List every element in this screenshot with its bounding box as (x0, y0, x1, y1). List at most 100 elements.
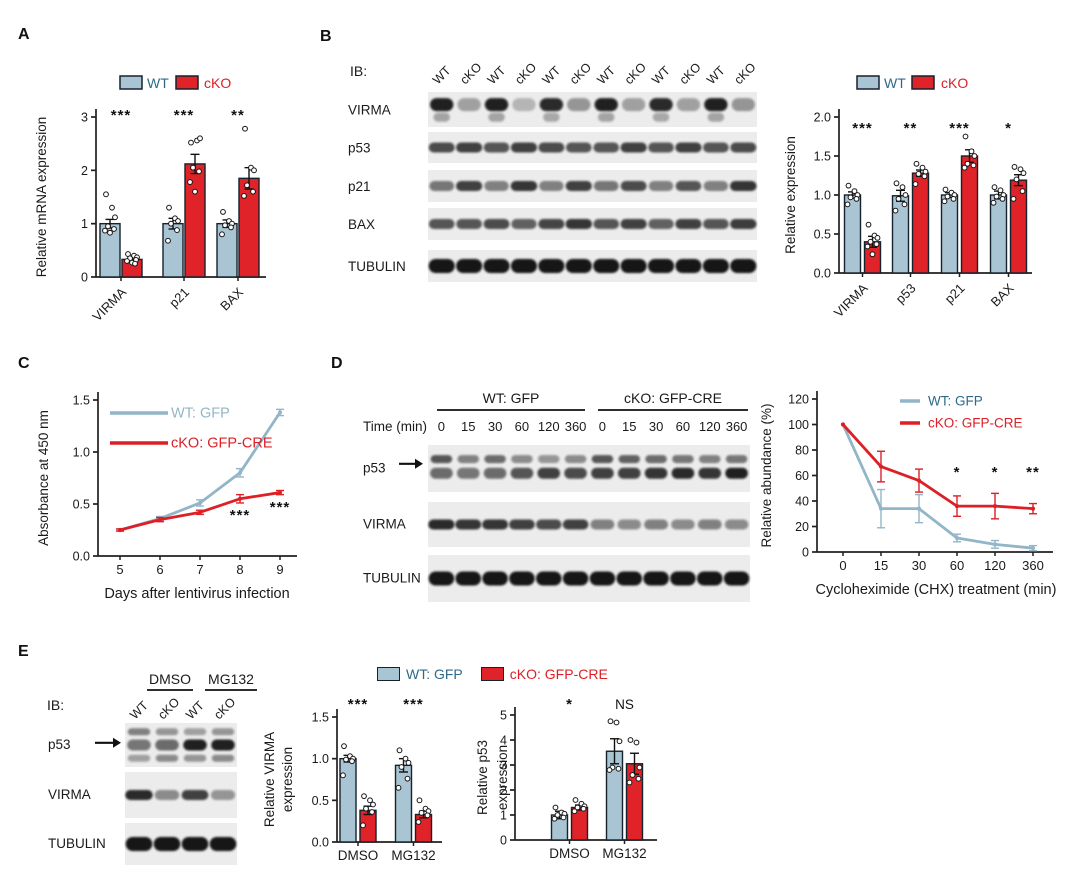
svg-text:0.0: 0.0 (814, 267, 831, 281)
svg-text:1: 1 (81, 217, 88, 231)
svg-text:MG132: MG132 (391, 848, 435, 863)
svg-text:0.0: 0.0 (312, 836, 329, 850)
svg-text:0: 0 (500, 834, 507, 848)
svg-text:1.5: 1.5 (73, 394, 90, 408)
svg-text:***: *** (852, 120, 873, 137)
panel-a-label: A (18, 26, 30, 43)
panel-d-label: D (331, 355, 343, 372)
svg-text:BAX: BAX (988, 280, 1017, 309)
svg-text:***: *** (230, 507, 251, 524)
svg-text:p21: p21 (942, 281, 968, 307)
svg-text:0: 0 (81, 271, 88, 285)
svg-text:cKO: GFP-CRE: cKO: GFP-CRE (928, 416, 1023, 431)
svg-text:2: 2 (500, 784, 507, 798)
panel-c-line-chart: 0.0 0.5 1.0 1.5 5 6 7 8 9 WT: GFP cKO: GFP-CRE *** *… (36, 392, 297, 602)
legend-label-cko-gfp-cre: cKO: GFP-CRE (509, 666, 608, 682)
svg-text:Relative expression: Relative expression (783, 136, 798, 254)
svg-text:TUBULIN: TUBULIN (348, 259, 406, 274)
svg-text:expression: expression (280, 747, 295, 812)
panel-c-label: C (18, 355, 30, 372)
svg-text:0.5: 0.5 (312, 794, 329, 808)
svg-text:IB:: IB: (47, 697, 64, 713)
panel-d-western-blot: WT: GFP cKO: GFP-CRE Time (min) 0 15 30 60 120 3… (363, 390, 750, 602)
svg-text:BAX: BAX (217, 284, 246, 313)
panel-e-label: E (18, 643, 29, 660)
svg-text:WT: GFP: WT: GFP (928, 394, 983, 409)
svg-text:WT: WT (430, 63, 454, 87)
svg-text:WT: GFP: WT: GFP (171, 406, 230, 422)
svg-text:WT: WT (485, 63, 509, 87)
svg-text:0: 0 (438, 419, 445, 434)
svg-text:0.0: 0.0 (73, 550, 90, 564)
svg-text:20: 20 (795, 520, 809, 534)
svg-text:Absorbance at 450 nm: Absorbance at 450 nm (36, 410, 51, 546)
svg-text:60: 60 (515, 419, 529, 434)
svg-text:IB:: IB: (350, 63, 367, 79)
svg-text:WT: WT (540, 63, 564, 87)
svg-text:cKO: cKO (512, 60, 539, 87)
svg-text:2: 2 (81, 164, 88, 178)
svg-text:100: 100 (788, 418, 809, 432)
svg-text:Days after lentivirus infectio: Days after lentivirus infection (104, 586, 289, 602)
svg-text:MG132: MG132 (208, 671, 254, 687)
svg-text:1.0: 1.0 (73, 446, 90, 460)
svg-text:***: *** (111, 107, 132, 124)
svg-text:60: 60 (676, 419, 690, 434)
svg-text:1: 1 (500, 809, 507, 823)
panel-a-bar-chart: 0 1 2 3 VIRMA *** p21 *** BAX ** WT cKO Relative mRN… (34, 75, 266, 324)
svg-text:***: *** (270, 499, 291, 516)
panel-b-western-blot: IB: WT cKO WT cKO WT cKO WT cKO WT cKO WT cKOVIRMAp5… (348, 60, 759, 282)
svg-text:***: *** (949, 120, 970, 137)
svg-text:WT: WT (884, 75, 906, 91)
svg-text:DMSO: DMSO (149, 671, 191, 687)
svg-text:WT: WT (704, 63, 728, 87)
svg-text:VIRMA: VIRMA (89, 284, 129, 324)
svg-text:1.0: 1.0 (312, 752, 329, 766)
svg-text:30: 30 (488, 419, 502, 434)
svg-text:cKO: cKO (622, 60, 649, 87)
svg-text:Relative p53: Relative p53 (475, 740, 490, 815)
svg-text:DMSO: DMSO (338, 848, 379, 863)
svg-text:WT: WT (183, 698, 207, 722)
svg-text:80: 80 (795, 444, 809, 458)
svg-text:VIRMA: VIRMA (363, 517, 406, 532)
svg-text:1.5: 1.5 (312, 711, 329, 725)
svg-text:VIRMA: VIRMA (348, 103, 391, 118)
svg-text:8: 8 (236, 562, 243, 577)
panel-e-legend: WT: GFP cKO: GFP-CRE (377, 666, 608, 682)
svg-text:BAX: BAX (348, 217, 375, 232)
svg-text:7: 7 (196, 562, 203, 577)
svg-text:3: 3 (81, 111, 88, 125)
svg-text:DMSO: DMSO (549, 846, 590, 861)
svg-text:Relative VIRMA: Relative VIRMA (262, 732, 277, 827)
svg-text:3: 3 (500, 759, 507, 773)
svg-text:15: 15 (622, 419, 636, 434)
svg-text:TUBULIN: TUBULIN (48, 836, 106, 851)
svg-text:***: *** (403, 696, 424, 713)
svg-text:cKO: cKO (211, 695, 238, 722)
svg-text:360: 360 (726, 419, 748, 434)
svg-text:40: 40 (795, 495, 809, 509)
svg-text:cKO: cKO (567, 60, 594, 87)
svg-text:p53: p53 (893, 281, 919, 307)
svg-text:cKO: GFP-CRE: cKO: GFP-CRE (624, 390, 722, 406)
svg-text:cKO: cKO (457, 60, 484, 87)
svg-text:5: 5 (116, 562, 123, 577)
svg-text:cKO: cKO (941, 75, 968, 91)
svg-text:120: 120 (984, 558, 1006, 573)
svg-text:0: 0 (802, 546, 809, 560)
svg-text:6: 6 (156, 562, 163, 577)
svg-text:***: *** (174, 107, 195, 124)
svg-text:15: 15 (461, 419, 475, 434)
svg-text:cKO: cKO (204, 75, 231, 91)
svg-text:*: * (566, 696, 573, 713)
panel-e-p53-bar-chart: 0 1 2 3 4 5 DMSO * MG132 NS Relative p53 expression (475, 696, 657, 861)
svg-text:*: * (992, 464, 999, 481)
svg-text:Time (min): Time (min) (363, 419, 427, 434)
svg-text:0.5: 0.5 (73, 498, 90, 512)
svg-text:360: 360 (565, 419, 587, 434)
svg-text:cKO: cKO (677, 60, 704, 87)
svg-text:cKO: cKO (732, 60, 759, 87)
svg-text:p53: p53 (348, 141, 371, 156)
